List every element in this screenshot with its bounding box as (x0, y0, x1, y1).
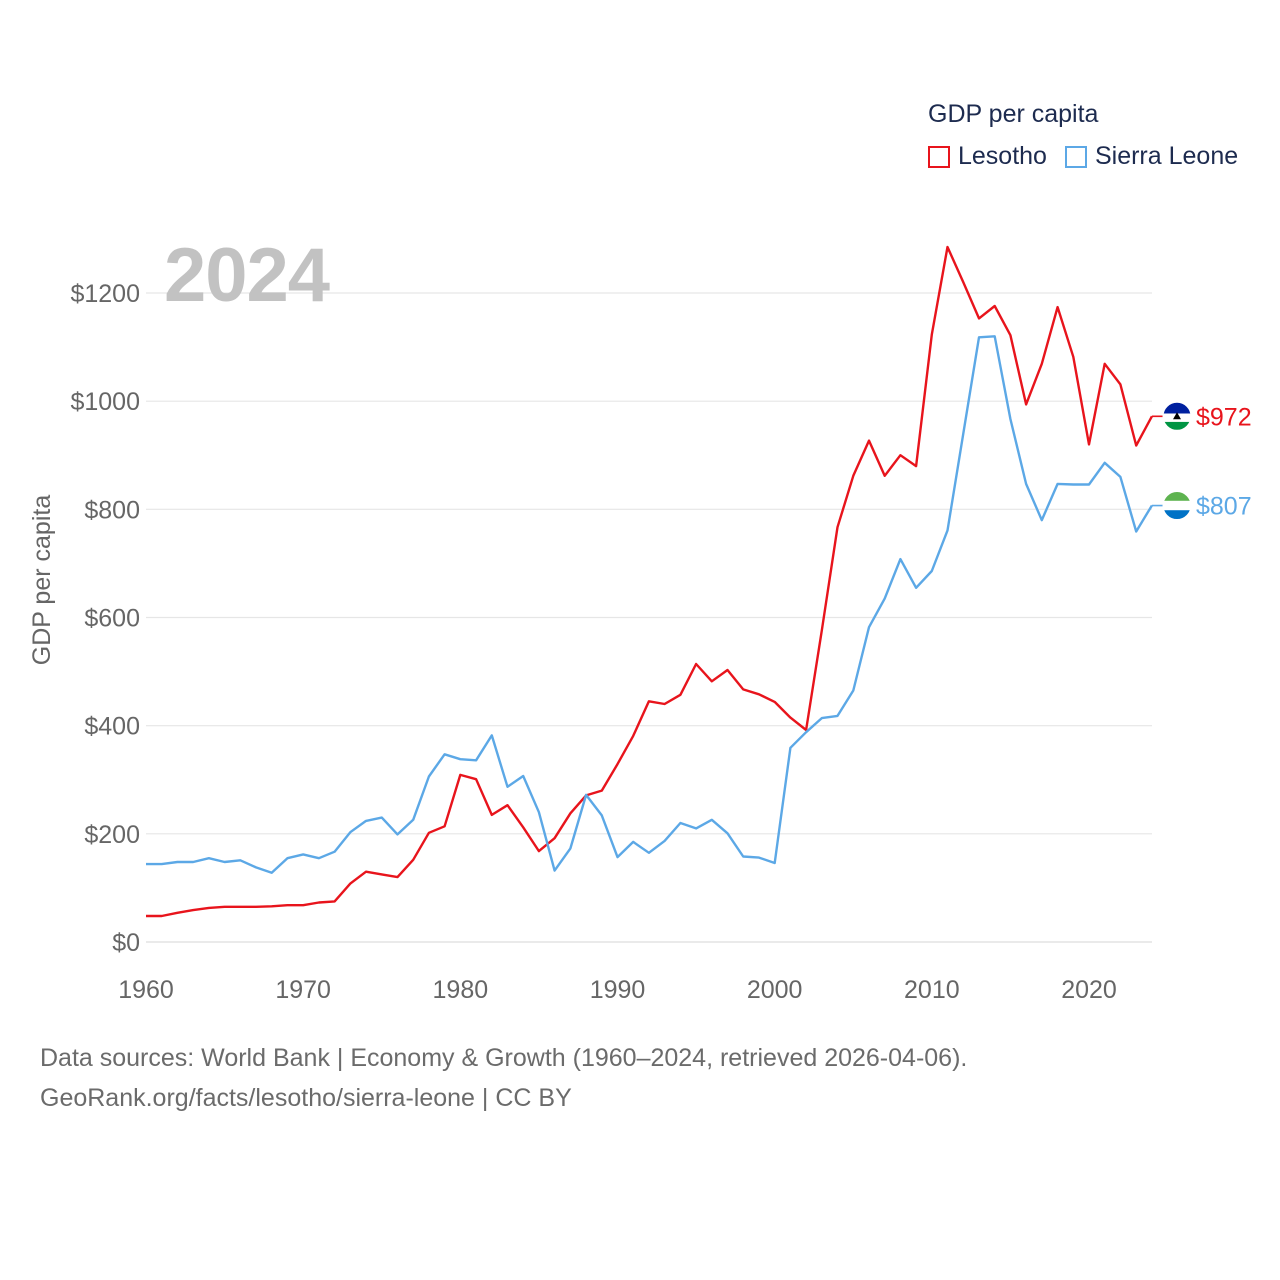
year-watermark: 2024 (164, 233, 330, 318)
x-tick-label: 2020 (1061, 976, 1117, 1004)
y-axis-ticks: $0 $200 $400 $600 $800 $1000 $1200 (70, 280, 140, 957)
y-tick-label: $1200 (70, 280, 140, 308)
data-source-note: Data sources: World Bank | Economy & Gro… (40, 1044, 968, 1072)
x-tick-label: 2010 (904, 976, 960, 1004)
x-tick-label: 1980 (433, 976, 489, 1004)
y-tick-label: $800 (84, 496, 140, 524)
y-tick-label: $1000 (70, 388, 140, 416)
legend-swatch-sierra-leone (1064, 145, 1087, 168)
x-axis-ticks: 1960 1970 1980 1990 2000 2010 2020 (118, 976, 1117, 1004)
x-tick-label: 2000 (747, 976, 803, 1004)
series-line-lesotho (146, 245, 1153, 918)
y-tick-label: $0 (112, 929, 140, 957)
series-line-sierra-leone (146, 335, 1153, 874)
y-axis-label: GDP per capita (28, 495, 56, 666)
legend-label-lesotho: Lesotho (958, 142, 1047, 170)
legend-item-sierra-leone[interactable]: Sierra Leone (1064, 142, 1239, 171)
series-lines (146, 245, 1153, 918)
x-tick-label: 1960 (118, 976, 174, 1004)
y-tick-label: $400 (84, 713, 140, 741)
gridlines (146, 292, 1152, 943)
legend: Lesotho Sierra Leone (928, 142, 1256, 171)
source-link[interactable]: GeoRank.org/facts/lesotho/sierra-leone |… (40, 1084, 572, 1112)
end-value-label-sierra-leone: $807 (1196, 493, 1252, 521)
flag-icon-lesotho (1162, 401, 1192, 431)
legend-swatch-lesotho (928, 145, 950, 168)
legend-title: GDP per capita (928, 100, 1099, 128)
x-tick-label: 1970 (275, 976, 331, 1004)
flag-icon-sierra-leone (1162, 491, 1192, 521)
x-tick-label: 1990 (590, 976, 646, 1004)
y-tick-label: $200 (84, 821, 140, 849)
legend-label-sierra-leone: Sierra Leone (1094, 142, 1239, 170)
y-tick-label: $600 (84, 605, 140, 633)
end-markers: $972 $807 (1151, 401, 1252, 521)
end-value-label-lesotho: $972 (1196, 403, 1252, 431)
legend-item-lesotho[interactable]: Lesotho (928, 142, 1047, 171)
